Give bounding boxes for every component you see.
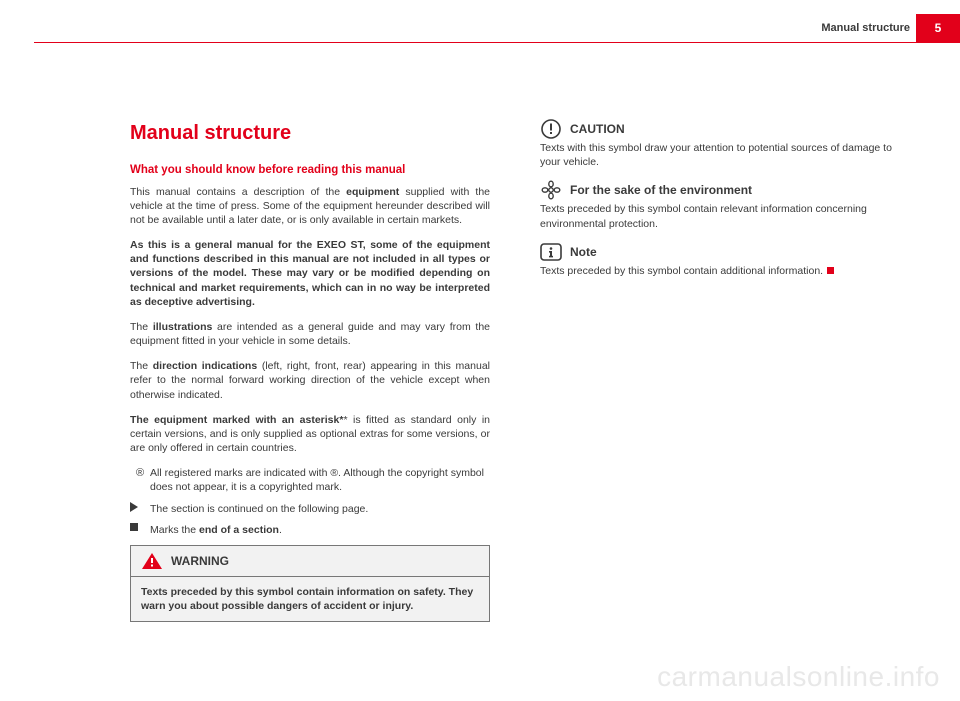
info-icon <box>540 243 562 261</box>
legend-row-registered: ® All registered marks are indicated wit… <box>130 466 490 494</box>
right-column: CAUTION Texts with this symbol draw your… <box>540 120 900 622</box>
text: Marks the <box>150 524 199 536</box>
header-rule <box>34 42 960 43</box>
text-bold: end of a section <box>199 524 279 536</box>
triangle-right-icon <box>130 502 150 512</box>
legend-text: Marks the end of a section. <box>150 523 490 537</box>
square-icon <box>130 523 150 531</box>
page-title: Manual structure <box>130 120 490 147</box>
page-header: Manual structure 5 <box>0 0 960 42</box>
page-content: Manual structure What you should know be… <box>130 120 900 622</box>
intro-paragraph-5: The equipment marked with an asterisk** … <box>130 413 490 456</box>
warning-body: Texts preceded by this symbol contain in… <box>131 577 489 621</box>
text-bold: equipment <box>346 186 399 198</box>
left-column: Manual structure What you should know be… <box>130 120 490 622</box>
warning-box: WARNING Texts preceded by this symbol co… <box>130 545 490 622</box>
intro-paragraph-2: As this is a general manual for the EXEO… <box>130 238 490 309</box>
caution-label: CAUTION <box>570 121 625 137</box>
text-bold: direction indications <box>153 360 257 372</box>
page-subtitle: What you should know before reading this… <box>130 163 490 179</box>
warning-header: WARNING <box>131 546 489 577</box>
text: The <box>130 360 153 372</box>
environment-block: For the sake of the environment Texts pr… <box>540 181 900 230</box>
legend-row-end: Marks the end of a section. <box>130 523 490 537</box>
intro-paragraph-1: This manual contains a description of th… <box>130 185 490 228</box>
environment-body: Texts preceded by this symbol contain re… <box>540 202 900 230</box>
intro-paragraph-3: The illustrations are intended as a gene… <box>130 320 490 348</box>
note-block: Note Texts preceded by this symbol conta… <box>540 243 900 278</box>
page-number-badge: 5 <box>916 14 960 42</box>
caution-header: CAUTION <box>540 120 900 138</box>
end-of-section-icon <box>827 267 834 274</box>
warning-triangle-icon <box>141 552 163 570</box>
environment-label: For the sake of the environment <box>570 182 752 198</box>
text: . <box>279 524 282 536</box>
legend-text: The section is continued on the followin… <box>150 502 490 516</box>
watermark: carmanualsonline.info <box>657 661 940 693</box>
header-section-label: Manual structure <box>821 22 910 34</box>
caution-circle-icon <box>540 120 562 138</box>
text-bold: The equipment marked with an asterisk* <box>130 414 343 426</box>
note-body: Texts preceded by this symbol contain ad… <box>540 264 900 278</box>
note-label: Note <box>570 244 597 260</box>
caution-body: Texts with this symbol draw your attenti… <box>540 141 900 169</box>
text-bold: illustrations <box>153 321 213 333</box>
environment-header: For the sake of the environment <box>540 181 900 199</box>
caution-block: CAUTION Texts with this symbol draw your… <box>540 120 900 169</box>
text: The <box>130 321 153 333</box>
warning-label: WARNING <box>171 553 229 569</box>
flower-icon <box>540 181 562 199</box>
registered-icon: ® <box>130 466 150 481</box>
legend-text: All registered marks are indicated with … <box>150 466 490 494</box>
text: This manual contains a description of th… <box>130 186 346 198</box>
intro-paragraph-4: The direction indications (left, right, … <box>130 359 490 402</box>
note-header: Note <box>540 243 900 261</box>
note-text: Texts preceded by this symbol contain ad… <box>540 265 823 277</box>
legend-row-continued: The section is continued on the followin… <box>130 502 490 516</box>
